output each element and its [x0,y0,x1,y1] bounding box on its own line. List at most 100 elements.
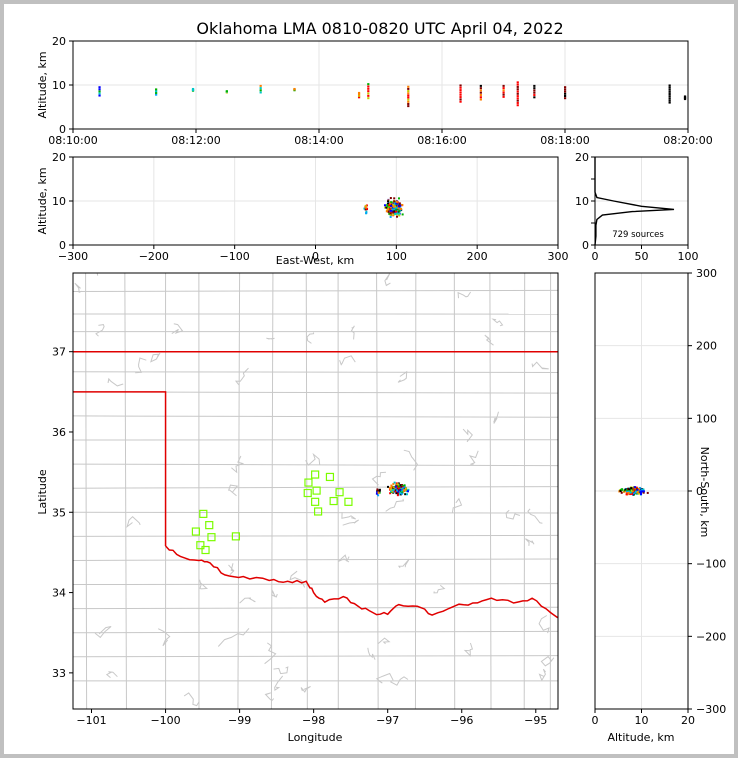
lightning-source [502,91,505,94]
lightning-source [404,493,407,496]
lightning-source [635,486,638,489]
county-line [289,570,306,588]
lightning-source [459,86,462,89]
lightning-source [625,493,628,496]
lightning-source [638,490,641,493]
lightning-source [365,211,368,214]
lightning-source [389,197,392,200]
lightning-source [632,491,635,494]
lightning-source [392,203,395,206]
altitude-axis-tick-label: 0 [59,239,66,252]
lightning-source [640,488,643,491]
county-line [306,332,315,344]
lightning-source [387,485,390,488]
lightning-source [399,484,402,487]
lightning-source [397,207,400,210]
lightning-source [405,493,408,496]
county-line [338,554,350,563]
altitude-axis-tick-label: 20 [681,714,695,727]
longitude-axis-tick-label: −97 [376,714,399,727]
lightning-source [387,210,390,213]
lightning-source [516,95,519,98]
county-line [270,273,274,709]
lightning-source [395,485,398,488]
lightning-source [640,493,643,496]
county-line [234,367,249,386]
lightning-source [363,207,366,210]
ew-altitude-grid [72,156,559,246]
lightning-source [628,490,631,493]
lma-station-marker [311,497,320,506]
county-line [300,686,311,693]
county-line [390,676,409,686]
lightning-source [619,490,622,493]
lightning-source [396,212,399,215]
county-line [493,411,499,424]
lightning-source [393,203,396,206]
lightning-source [389,206,392,209]
lightning-source [407,98,410,101]
time-axis-tick-label: 08:12:00 [171,134,220,147]
time-axis-tick-label: 08:10:00 [48,134,97,147]
lma-station-marker [312,486,321,495]
lightning-source [620,488,623,491]
histogram-y-ticks: 0 10 20 [575,151,595,252]
county-line [468,450,479,465]
lma-station-marker [304,478,313,487]
county-line [377,637,391,645]
lightning-source [398,209,401,212]
lightning-source [637,491,640,494]
altitude-ns-xlabel: Altitude, km [607,731,674,744]
lightning-source [406,490,409,493]
time-altitude-y-ticks: 0 10 20 [52,35,73,136]
lightning-source [634,486,637,489]
state-boundaries [73,350,558,619]
lightning-source [98,90,101,93]
county-line [538,615,550,634]
lightning-source [385,210,388,213]
lightning-source [642,491,645,494]
lightning-source [400,485,403,488]
lightning-source [401,491,404,494]
county-line [538,668,546,682]
lightning-source [624,488,627,491]
ew-altitude-panel: −300 −200 −100 0 100 200 300 0 10 20 East-West, … [36,151,569,267]
lightning-source [479,91,482,94]
lightning-source [390,486,393,489]
latitude-axis-tick-label: 33 [52,667,66,680]
latitude-axis-tick-label: 37 [52,346,66,359]
lightning-source [393,486,396,489]
lightning-source [397,491,400,494]
lightning-source [502,93,505,96]
county-line [457,291,472,299]
county-line [484,334,494,346]
county-line [339,355,356,366]
lma-station-marker [196,541,205,550]
lightning-source [626,493,629,496]
lightning-source [365,204,368,207]
county-line [384,273,391,287]
altitude-ns-panel: 0 10 20 −300 −200 −100 0 100 200 300 Altitude, k… [592,267,727,744]
lightning-source [391,487,394,490]
county-line [264,692,275,702]
ns-axis-tick-label: 300 [696,267,717,280]
altitude-axis-tick-label: 20 [52,35,66,48]
lightning-source [389,212,392,215]
lightning-source [403,490,406,493]
county-line [73,511,558,514]
county-line [217,627,250,647]
lightning-source [387,208,390,211]
county-line [85,273,88,709]
lightning-source [389,203,392,206]
lightning-source [357,96,361,99]
lightning-source [564,90,567,93]
lightning-source [683,95,687,98]
ew-altitude-ylabel: Altitude, km [36,167,49,234]
lightning-source [407,87,410,90]
lma-station-marker [231,532,241,541]
lightning-source [668,99,671,102]
county-line [451,497,463,513]
lightning-source [388,204,391,207]
lightning-source [634,491,637,494]
lightning-source [622,490,625,493]
